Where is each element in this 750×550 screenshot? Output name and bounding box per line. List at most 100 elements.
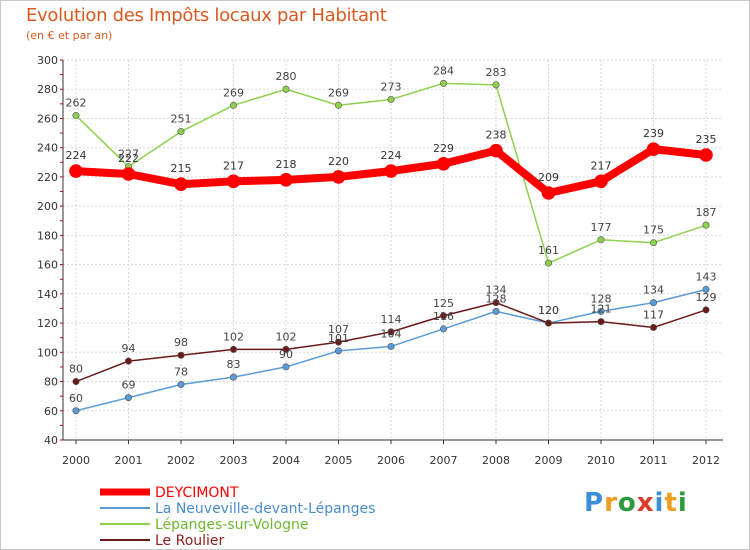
- data-label-lepanges-sur-vologne: 283: [486, 66, 507, 79]
- data-label-lepanges-sur-vologne: 161: [538, 244, 559, 257]
- data-point-deycimont: [699, 148, 713, 162]
- data-label-lepanges-sur-vologne: 262: [66, 97, 87, 110]
- data-point-la-neuveville-devant-lepanges: [230, 373, 238, 381]
- logo-letter: r: [604, 488, 618, 518]
- data-label-deycimont: 222: [118, 152, 139, 165]
- data-point-le-roulier: [230, 345, 238, 353]
- data-point-la-neuveville-devant-lepanges: [492, 307, 500, 315]
- data-label-deycimont: 217: [591, 159, 612, 172]
- data-point-lepanges-sur-vologne: [282, 85, 290, 93]
- data-label-deycimont: 238: [486, 129, 507, 142]
- data-label-le-roulier: 102: [276, 330, 297, 343]
- data-label-la-neuveville-devant-lepanges: 143: [696, 270, 717, 283]
- y-tick-label: 40: [44, 434, 58, 447]
- data-point-lepanges-sur-vologne: [702, 221, 710, 229]
- data-label-deycimont: 209: [538, 171, 559, 184]
- data-point-deycimont: [436, 156, 451, 171]
- y-tick-label: 160: [37, 259, 58, 272]
- data-point-le-roulier: [492, 299, 500, 307]
- x-tick-label: 2008: [482, 454, 510, 467]
- data-label-la-neuveville-devant-lepanges: 120: [538, 304, 559, 317]
- y-tick-label: 240: [37, 142, 58, 155]
- data-label-le-roulier: 114: [381, 313, 402, 326]
- data-point-lepanges-sur-vologne: [439, 79, 447, 87]
- data-point-lepanges-sur-vologne: [230, 101, 238, 109]
- x-tick-label: 2005: [325, 454, 353, 467]
- legend-label-lepanges-sur-vologne: Lépanges-sur-Vologne: [155, 517, 309, 533]
- data-point-lepanges-sur-vologne: [72, 112, 80, 120]
- data-label-le-roulier: 129: [696, 291, 717, 304]
- logo-letter: o: [617, 488, 637, 518]
- x-tick-label: 2010: [587, 454, 615, 467]
- x-tick-label: 2003: [220, 454, 248, 467]
- data-label-deycimont: 215: [171, 162, 192, 175]
- data-label-la-neuveville-devant-lepanges: 78: [174, 365, 188, 378]
- data-point-la-neuveville-devant-lepanges: [125, 394, 133, 402]
- data-label-lepanges-sur-vologne: 269: [223, 86, 244, 99]
- data-label-la-neuveville-devant-lepanges: 116: [433, 310, 454, 323]
- data-point-deycimont: [174, 177, 188, 192]
- y-tick-label: 80: [44, 376, 58, 389]
- data-point-deycimont: [226, 174, 241, 189]
- data-point-le-roulier: [334, 338, 342, 346]
- data-point-la-neuveville-devant-lepanges: [334, 347, 342, 355]
- x-tick-label: 2012: [692, 454, 720, 467]
- data-point-lepanges-sur-vologne: [334, 101, 342, 109]
- data-point-la-neuveville-devant-lepanges: [72, 407, 80, 415]
- data-label-lepanges-sur-vologne: 227: [118, 148, 139, 161]
- data-point-deycimont: [331, 170, 346, 184]
- data-point-le-roulier: [387, 328, 395, 336]
- data-point-la-neuveville-devant-lepanges: [702, 285, 710, 293]
- y-tick-label: 100: [37, 346, 58, 359]
- data-label-lepanges-sur-vologne: 269: [328, 86, 349, 99]
- data-label-deycimont: 218: [276, 158, 297, 171]
- data-label-le-roulier: 98: [174, 336, 188, 349]
- data-label-deycimont: 229: [433, 142, 454, 155]
- data-point-lepanges-sur-vologne: [177, 128, 185, 136]
- y-tick-label: 180: [37, 229, 58, 242]
- data-label-le-roulier: 121: [591, 303, 612, 316]
- data-label-le-roulier: 125: [433, 297, 454, 310]
- data-point-la-neuveville-devant-lepanges: [649, 299, 657, 307]
- chart-title: Evolution des Impôts locaux par Habitant: [26, 5, 387, 26]
- x-tick-label: 2007: [430, 454, 458, 467]
- data-label-deycimont: 224: [66, 149, 87, 162]
- data-point-le-roulier: [439, 312, 447, 320]
- data-label-le-roulier: 120: [538, 304, 559, 317]
- data-label-deycimont: 224: [381, 149, 402, 162]
- data-point-le-roulier: [544, 319, 552, 327]
- x-tick-label: 2000: [62, 454, 90, 467]
- data-label-la-neuveville-devant-lepanges: 83: [227, 358, 241, 371]
- x-tick-label: 2006: [377, 454, 405, 467]
- legend-label-la-neuveville-devant-lepanges: La Neuveville-devant-Lépanges: [155, 501, 375, 517]
- logo-letter: i: [654, 488, 665, 518]
- x-tick-label: 2011: [640, 454, 668, 467]
- data-label-lepanges-sur-vologne: 187: [696, 206, 717, 219]
- data-label-deycimont: 239: [643, 127, 664, 140]
- data-point-lepanges-sur-vologne: [492, 81, 500, 89]
- data-point-le-roulier: [282, 345, 290, 353]
- data-label-le-roulier: 102: [223, 330, 244, 343]
- data-point-le-roulier: [702, 306, 710, 314]
- data-point-la-neuveville-devant-lepanges: [439, 325, 447, 333]
- data-label-le-roulier: 107: [328, 323, 349, 336]
- data-point-le-roulier: [177, 351, 185, 359]
- y-tick-label: 260: [37, 112, 58, 125]
- data-label-deycimont: 217: [223, 159, 244, 172]
- data-label-la-neuveville-devant-lepanges: 69: [122, 379, 136, 392]
- data-point-la-neuveville-devant-lepanges: [282, 363, 290, 371]
- data-point-deycimont: [646, 142, 661, 156]
- logo-letter: i: [677, 488, 688, 518]
- data-point-la-neuveville-devant-lepanges: [387, 342, 395, 350]
- data-label-le-roulier: 94: [122, 342, 136, 355]
- data-point-le-roulier: [72, 378, 80, 386]
- legend-label-deycimont: DEYCIMONT: [155, 485, 239, 501]
- y-tick-label: 140: [37, 288, 58, 301]
- data-label-la-neuveville-devant-lepanges: 128: [591, 292, 612, 305]
- data-label-lepanges-sur-vologne: 284: [433, 64, 454, 77]
- data-label-la-neuveville-devant-lepanges: 101: [328, 332, 349, 345]
- legend-label-le-roulier: Le Roulier: [155, 533, 225, 549]
- chart-subtitle: (en € et par an): [26, 29, 113, 42]
- data-point-deycimont: [121, 167, 136, 181]
